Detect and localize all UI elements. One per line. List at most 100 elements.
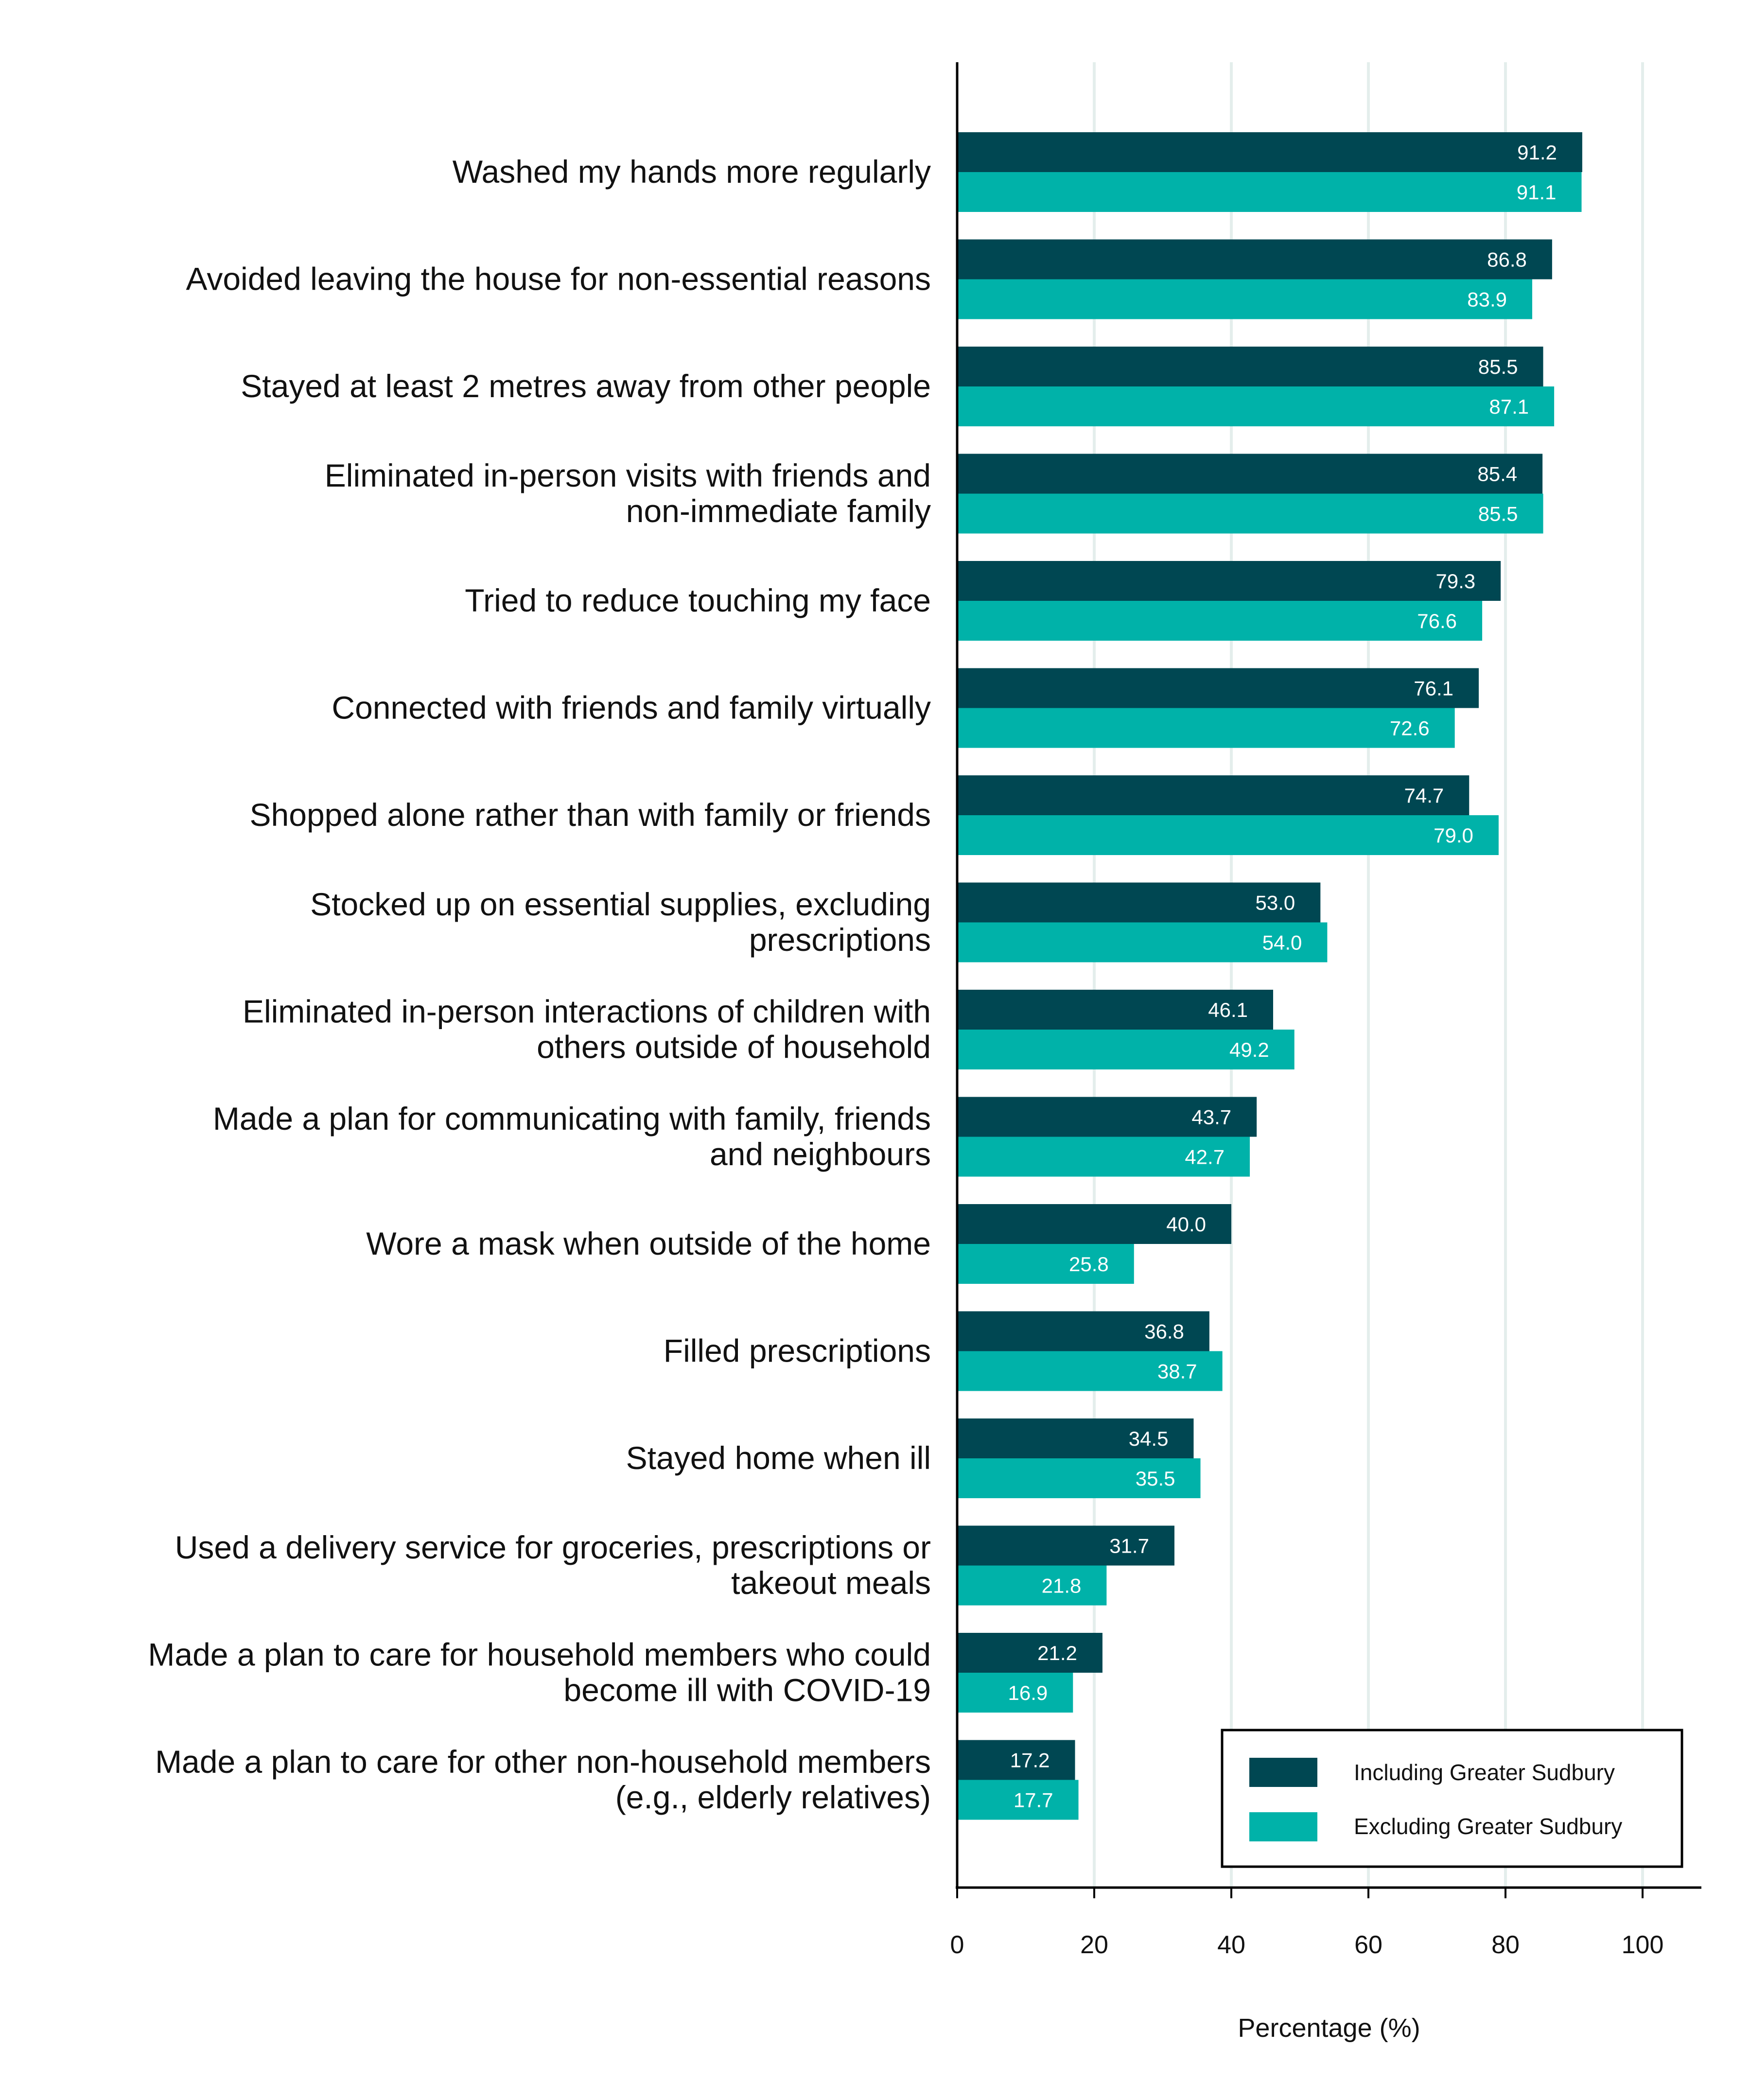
category-label: and neighbours	[710, 1136, 931, 1172]
bar-value-label: 17.7	[1014, 1789, 1053, 1812]
category-label: Shopped alone rather than with family or…	[250, 797, 931, 833]
bar	[957, 493, 1543, 534]
bar	[957, 882, 1321, 923]
bar-value-label: 72.6	[1390, 717, 1430, 740]
bar	[957, 1097, 1257, 1137]
bar-value-label: 46.1	[1208, 998, 1248, 1021]
category-label: Made a plan to care for household member…	[148, 1637, 931, 1673]
x-tick-label: 20	[1080, 1931, 1108, 1959]
bar	[957, 1204, 1231, 1244]
bar	[957, 1525, 1174, 1566]
legend-label-excluding: Excluding Greater Sudbury	[1354, 1814, 1622, 1839]
bar	[957, 1633, 1102, 1673]
bar-value-label: 86.8	[1487, 248, 1527, 271]
bar-value-label: 91.1	[1517, 181, 1557, 204]
category-label: become ill with COVID-19	[563, 1672, 931, 1708]
axes	[956, 62, 1701, 1889]
bar	[957, 454, 1543, 494]
category-label: Stocked up on essential supplies, exclud…	[310, 886, 931, 922]
bar-value-label: 79.3	[1435, 570, 1475, 593]
bar	[957, 1137, 1250, 1177]
bar-value-label: 25.8	[1069, 1253, 1109, 1276]
bar	[957, 1458, 1201, 1498]
category-label: Washed my hands more regularly	[453, 154, 931, 190]
bar	[957, 815, 1499, 855]
bar	[957, 239, 1552, 280]
bar-value-label: 76.6	[1417, 610, 1457, 632]
category-labels: Washed my hands more regularly Avoided le…	[148, 154, 931, 1815]
legend-box	[1221, 1729, 1683, 1868]
bar	[957, 347, 1543, 386]
category-label: Eliminated in-person visits with friends…	[325, 457, 931, 493]
bar-value-label: 35.5	[1136, 1467, 1175, 1490]
bar-value-label: 85.4	[1477, 463, 1517, 486]
x-axis-ticks: 0 20 40 60 80 100	[950, 1888, 1663, 1959]
bar	[957, 922, 1328, 962]
bar-value-label: 74.7	[1404, 784, 1444, 807]
bar-value-label: 34.5	[1129, 1427, 1169, 1450]
bar	[957, 1740, 1075, 1780]
bar	[957, 1244, 1134, 1284]
category-label: Made a plan to care for other non-househ…	[155, 1744, 931, 1780]
bar	[957, 775, 1470, 815]
bar-value-label: 83.9	[1467, 288, 1507, 311]
category-label: Stayed home when ill	[626, 1440, 931, 1476]
bar-value-label: 40.0	[1166, 1213, 1206, 1236]
category-label: (e.g., elderly relatives)	[615, 1779, 931, 1815]
bar	[957, 1565, 1107, 1606]
bar-value-label: 43.7	[1191, 1106, 1231, 1129]
bar	[957, 708, 1455, 748]
bar-value-label: 21.2	[1037, 1642, 1077, 1664]
bar-value-label: 31.7	[1109, 1535, 1149, 1558]
bar	[957, 1780, 1079, 1820]
bar-value-label: 85.5	[1478, 503, 1518, 525]
category-label: Filled prescriptions	[664, 1333, 931, 1369]
legend-swatch-including	[1249, 1758, 1317, 1787]
category-label: takeout meals	[731, 1565, 931, 1601]
bar-value-label: 91.2	[1517, 141, 1557, 164]
x-tick-label: 40	[1217, 1931, 1245, 1959]
category-label: Connected with friends and family virtua…	[332, 690, 931, 726]
bar	[957, 561, 1501, 601]
bar	[957, 601, 1483, 641]
bars: 91.2 86.8 85.5 85.4 79.3 76.1 74.7 53.0 46.1 43.7…	[957, 132, 1582, 1820]
bar	[957, 1311, 1209, 1351]
bar-value-label: 53.0	[1256, 892, 1295, 914]
category-label: Tried to reduce touching my face	[465, 582, 931, 618]
category-label: Eliminated in-person interactions of chi…	[243, 994, 931, 1030]
bar	[957, 668, 1479, 708]
bar-value-label: 36.8	[1144, 1320, 1184, 1343]
bar-value-label: 79.0	[1434, 824, 1473, 847]
bar-value-label: 42.7	[1185, 1146, 1225, 1169]
x-axis-title: Percentage (%)	[1238, 2013, 1420, 2043]
bar	[957, 172, 1582, 212]
category-label: Stayed at least 2 metres away from other…	[241, 368, 931, 404]
bar	[957, 386, 1555, 426]
bar-value-label: 76.1	[1414, 677, 1453, 700]
legend-label-including: Including Greater Sudbury	[1354, 1760, 1615, 1785]
bar	[957, 1351, 1223, 1391]
category-label: Wore a mask when outside of the home	[366, 1225, 931, 1261]
bar-value-label: 87.1	[1489, 395, 1529, 418]
category-label: prescriptions	[749, 922, 931, 958]
x-tick-label: 0	[950, 1931, 964, 1959]
bar-value-label: 21.8	[1042, 1575, 1082, 1597]
bar	[957, 132, 1582, 172]
bar	[957, 1673, 1073, 1713]
bar	[957, 1418, 1194, 1458]
bar-value-label: 38.7	[1157, 1360, 1197, 1383]
x-tick-label: 80	[1491, 1931, 1520, 1959]
bar	[957, 279, 1532, 319]
category-label: others outside of household	[537, 1029, 931, 1065]
bar-value-label: 54.0	[1262, 931, 1302, 954]
bar	[957, 990, 1274, 1030]
bar-value-label: 85.5	[1478, 355, 1518, 378]
bar-value-label: 16.9	[1008, 1681, 1048, 1704]
legend-swatch-excluding	[1249, 1812, 1317, 1841]
bar	[957, 1030, 1295, 1069]
gridlines	[1093, 62, 1644, 1888]
legend: Including Greater Sudbury Excluding Grea…	[1221, 1729, 1683, 1868]
x-tick-label: 60	[1354, 1931, 1382, 1959]
bar-value-label: 49.2	[1229, 1038, 1269, 1061]
